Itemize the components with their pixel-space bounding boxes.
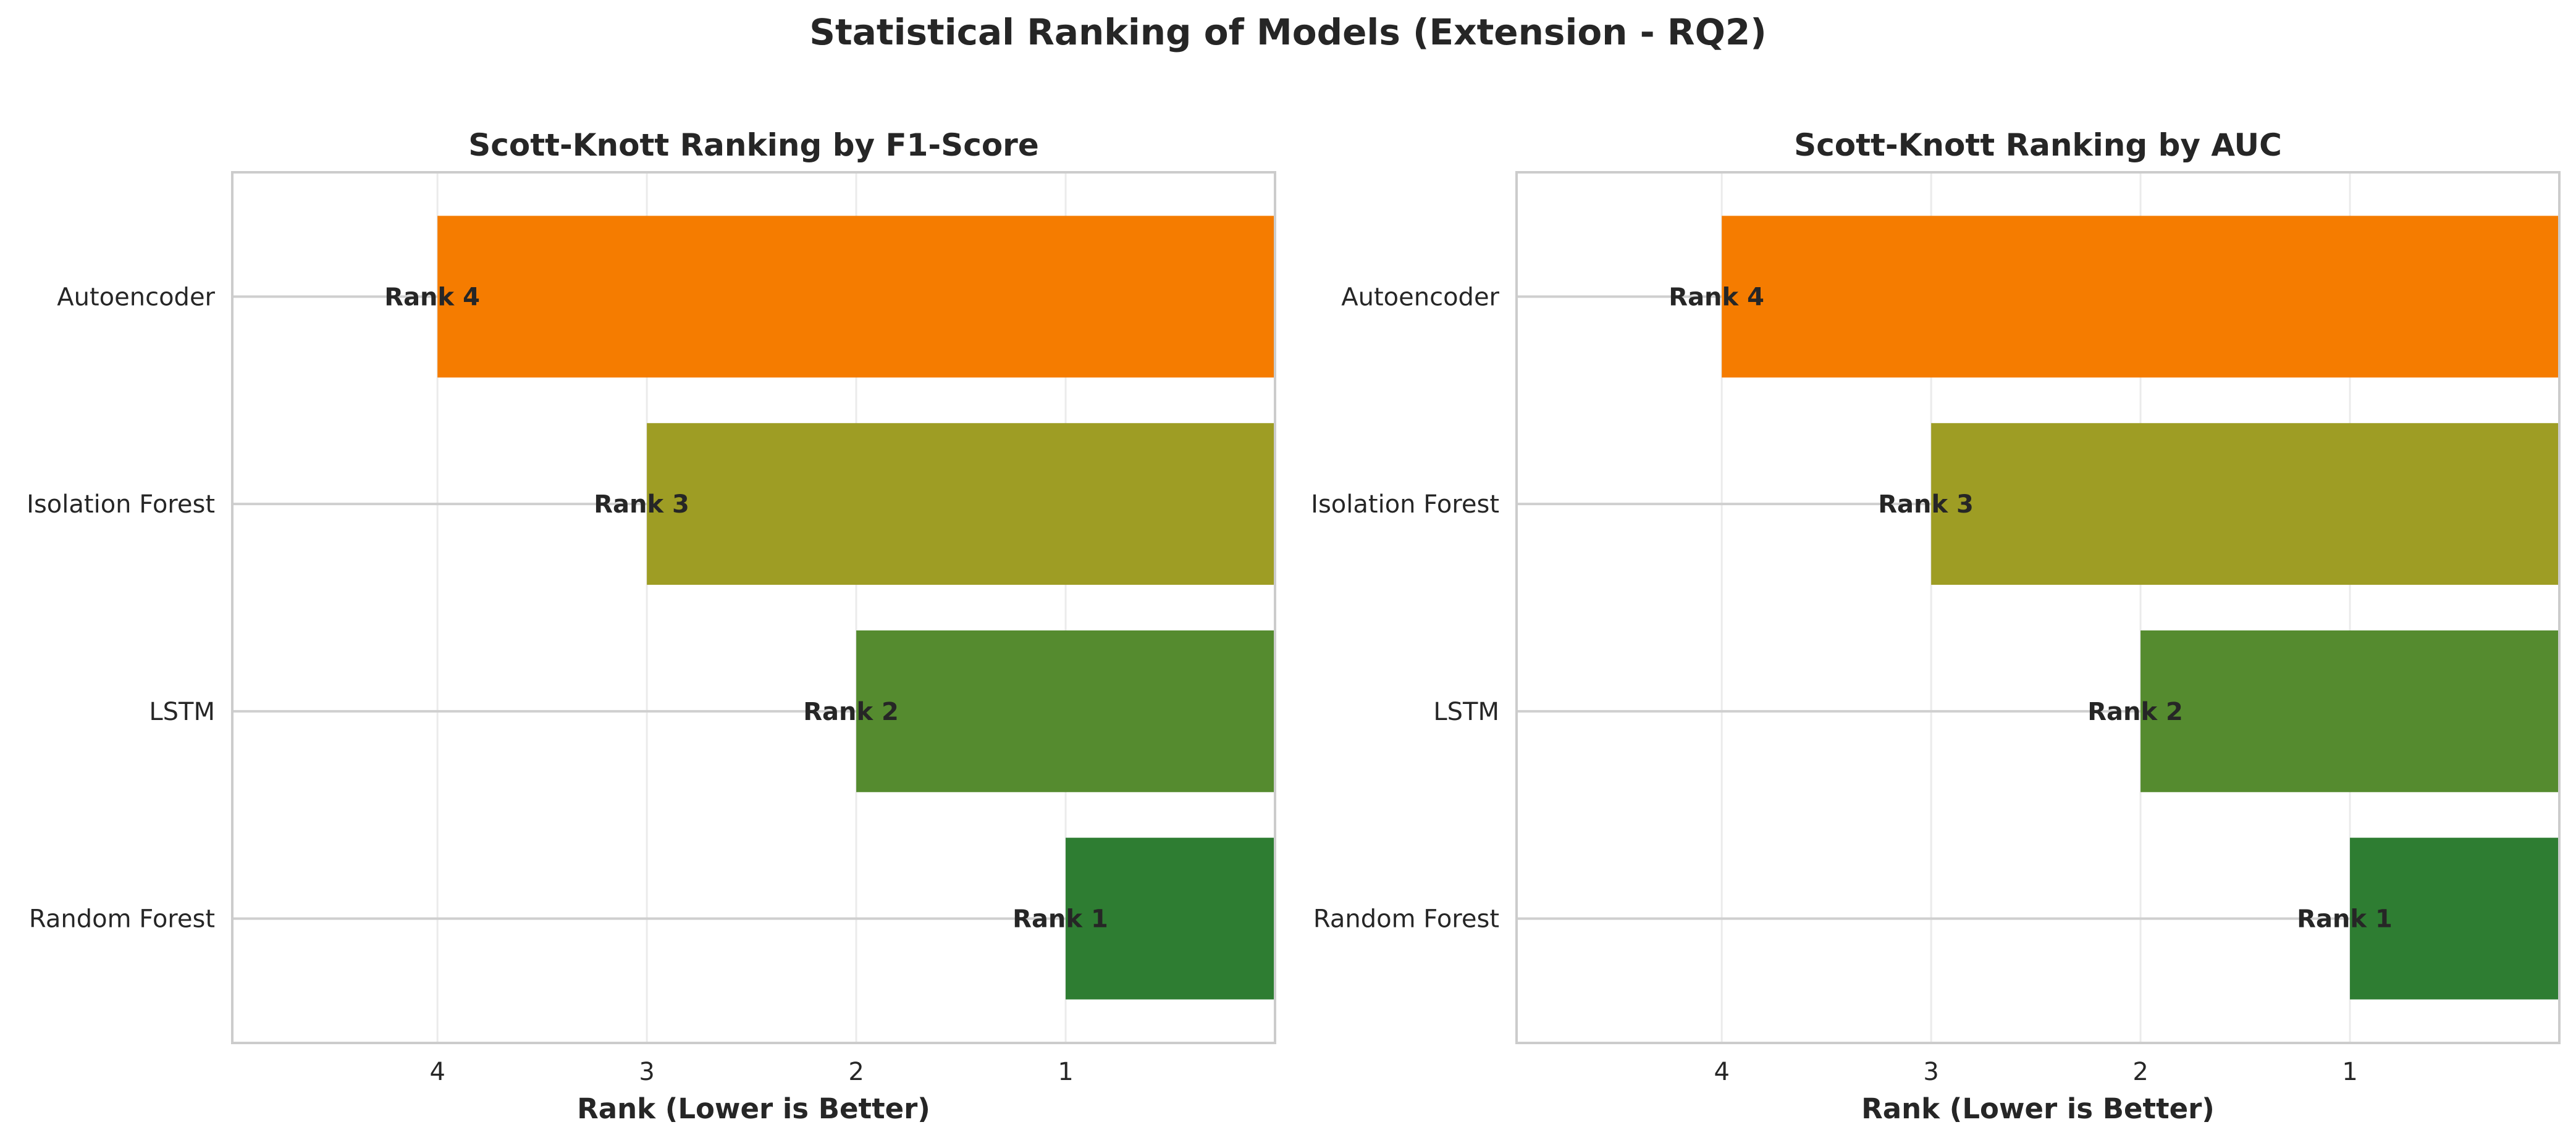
y-tick-label: Isolation Forest bbox=[1311, 490, 1499, 519]
y-tick-label: Isolation Forest bbox=[27, 490, 215, 519]
bar bbox=[1722, 216, 2559, 378]
bar bbox=[2350, 837, 2559, 1000]
y-tick-label: Random Forest bbox=[29, 905, 215, 934]
bar bbox=[647, 423, 1275, 585]
y-tick-label: LSTM bbox=[149, 698, 215, 726]
chart-title: Scott-Knott Ranking by F1-Score bbox=[468, 127, 1039, 163]
bar-label: Rank 4 bbox=[384, 283, 480, 311]
x-tick-label: 2 bbox=[2132, 1058, 2148, 1086]
x-tick-label: 1 bbox=[1058, 1058, 1073, 1086]
axes-frame bbox=[1515, 171, 2561, 1044]
bar bbox=[437, 216, 1275, 378]
bar bbox=[2140, 630, 2559, 792]
y-tick-label: Autoencoder bbox=[57, 283, 215, 311]
x-tick-label: 2 bbox=[848, 1058, 864, 1086]
bar-label: Rank 1 bbox=[1012, 905, 1108, 934]
y-tick-label: Autoencoder bbox=[1341, 283, 1499, 311]
x-tick-label: 3 bbox=[639, 1058, 654, 1086]
bar-label: Rank 3 bbox=[594, 490, 689, 519]
bar bbox=[856, 630, 1275, 792]
x-tick-label: 3 bbox=[1923, 1058, 1938, 1086]
bar-label: Rank 2 bbox=[2087, 698, 2183, 726]
x-tick-label: 4 bbox=[1714, 1058, 1729, 1086]
chart-panel-1: Rank 4 Rank 3 Rank 2 Rank 1 Autoencoder Isola… bbox=[27, 127, 1276, 1125]
chart-panels: Rank 4 Rank 3 Rank 2 Rank 1 Autoencoder Isola… bbox=[27, 127, 2561, 1125]
axes-frame bbox=[231, 171, 1276, 1044]
x-tick-label: 1 bbox=[2342, 1058, 2357, 1086]
bar-label: Rank 2 bbox=[803, 698, 899, 726]
bar-label: Rank 3 bbox=[1878, 490, 1974, 519]
x-axis-label: Rank (Lower is Better) bbox=[1861, 1092, 2215, 1125]
x-tick-label: 4 bbox=[429, 1058, 445, 1086]
bar-label: Rank 1 bbox=[2297, 905, 2393, 934]
y-tick-label: Random Forest bbox=[1313, 905, 1499, 934]
chart-panel-2: Rank 4 Rank 3 Rank 2 Rank 1 Autoencoder Isola… bbox=[1311, 127, 2561, 1125]
bar-label: Rank 4 bbox=[1669, 283, 1764, 311]
x-axis-label: Rank (Lower is Better) bbox=[577, 1092, 930, 1125]
y-tick-label: LSTM bbox=[1433, 698, 1499, 726]
bar bbox=[1931, 423, 2559, 585]
bar bbox=[1066, 837, 1275, 1000]
chart-title: Scott-Knott Ranking by AUC bbox=[1794, 127, 2282, 163]
figure-title: Statistical Ranking of Models (Extension… bbox=[809, 11, 1767, 53]
